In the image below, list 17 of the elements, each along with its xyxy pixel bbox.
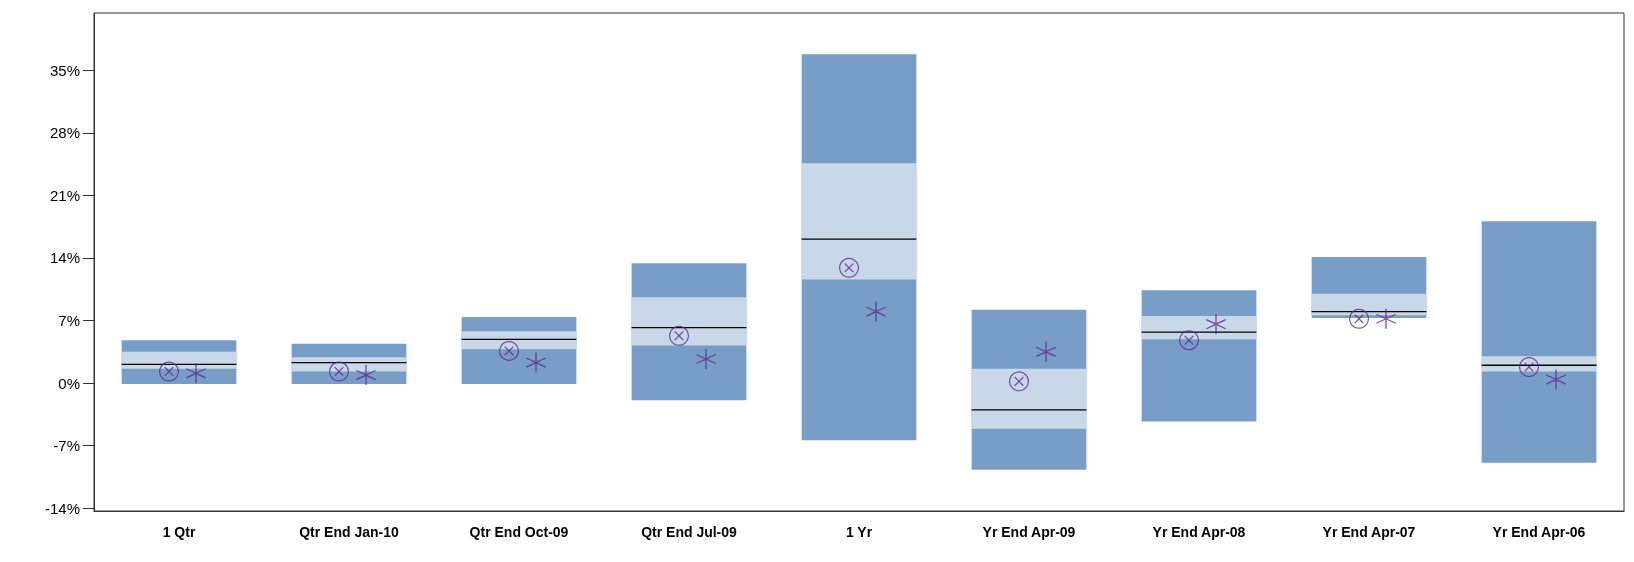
x-tick-label: 1 Qtr xyxy=(162,524,196,540)
x-tick-label: Qtr End Oct-09 xyxy=(469,524,569,540)
y-tick-label: 14% xyxy=(49,249,80,267)
x-tick-label: Yr End Apr-09 xyxy=(982,524,1076,540)
y-tick-label: -7% xyxy=(53,437,80,455)
x-tick-label: 1 Yr xyxy=(845,524,873,540)
y-tick-label: 28% xyxy=(49,124,80,142)
x-tick-label: Yr End Apr-08 xyxy=(1152,524,1246,540)
x-tick-label: Yr End Apr-07 xyxy=(1322,524,1416,540)
y-tick-label: 21% xyxy=(49,186,80,204)
y-tick-label: 0% xyxy=(58,374,80,392)
x-tick-label: Qtr End Jul-09 xyxy=(641,524,738,540)
y-tick-label: 7% xyxy=(58,312,80,330)
y-tick-label: -14% xyxy=(44,499,80,517)
x-tick-label: Yr End Apr-06 xyxy=(1492,524,1586,540)
x-tick-label: Qtr End Jan-10 xyxy=(299,524,399,540)
y-tick-label: 35% xyxy=(49,61,80,79)
